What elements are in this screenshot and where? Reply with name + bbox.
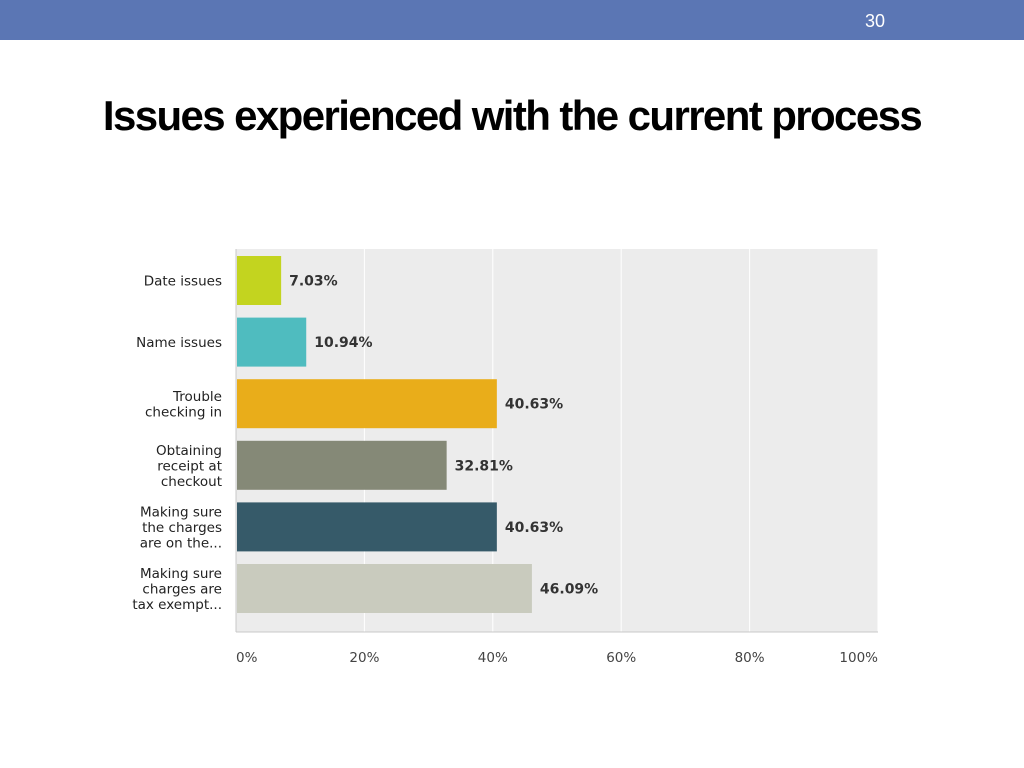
category-label-line: Obtaining: [156, 443, 222, 459]
category-label: Making sure the charges are on the...: [140, 504, 222, 551]
x-tick-label: 40%: [478, 650, 508, 666]
slide-number: 30: [864, 11, 886, 31]
category-label-line: are on the...: [140, 535, 222, 551]
slide-title: Issues experienced with the current proc…: [102, 92, 923, 139]
x-tick-label: 20%: [349, 650, 379, 666]
category-label: Name issues: [136, 335, 222, 351]
bar: [237, 256, 282, 305]
category-label-line: checking in: [145, 404, 222, 420]
bar: [237, 440, 447, 490]
bar: [237, 379, 497, 429]
value-label: 10.94%: [314, 335, 372, 351]
category-label-line: charges are: [142, 582, 222, 598]
value-label: 46.09%: [540, 582, 598, 598]
category-label: Date issues: [144, 274, 222, 290]
bar: [237, 502, 497, 552]
category-label-line: checkout: [161, 474, 222, 490]
category-label: Trouble checking in: [145, 389, 222, 421]
bar: [237, 564, 532, 613]
x-tick-label: 0%: [236, 650, 258, 666]
header-bar: [0, 0, 1024, 40]
x-tick-label: 100%: [839, 650, 878, 666]
value-label: 40.63%: [505, 520, 563, 536]
x-tick-label: 60%: [606, 650, 636, 666]
value-label: 7.03%: [289, 274, 338, 290]
category-label-line: tax exempt...: [132, 597, 222, 613]
category-label-line: receipt at: [157, 458, 222, 474]
value-label: 32.81%: [455, 458, 513, 474]
x-tick-label: 80%: [735, 650, 765, 666]
value-label: 40.63%: [505, 397, 563, 413]
bar: [237, 317, 307, 367]
category-label-line: Name issues: [136, 335, 222, 351]
category-label-line: Making sure: [140, 504, 222, 520]
category-label-line: Making sure: [140, 566, 222, 582]
category-label-line: Trouble: [172, 389, 222, 405]
category-label: Making sure charges are tax exempt...: [132, 566, 222, 613]
category-label-line: the charges: [142, 520, 222, 536]
category-label-line: Date issues: [144, 274, 222, 290]
category-label: Obtaining receipt at checkout: [156, 443, 222, 490]
